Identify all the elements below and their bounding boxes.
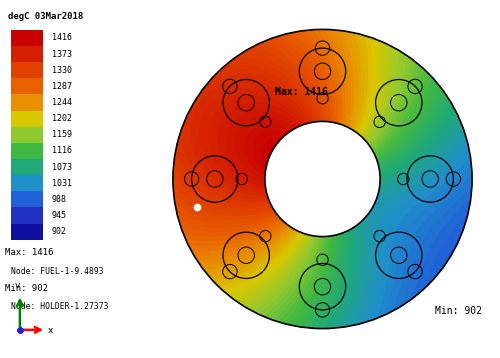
Text: 1031: 1031: [52, 179, 72, 188]
Text: Node: HOLDER-1.27373: Node: HOLDER-1.27373: [11, 302, 108, 311]
Text: x: x: [48, 326, 53, 335]
Text: 1373: 1373: [52, 50, 72, 59]
Bar: [11, 175, 43, 191]
Bar: [11, 46, 43, 62]
Text: 1416: 1416: [52, 33, 72, 43]
Text: 988: 988: [52, 195, 67, 204]
Bar: [11, 223, 43, 240]
Text: 1073: 1073: [52, 163, 72, 171]
Text: 1116: 1116: [52, 146, 72, 155]
Bar: [11, 111, 43, 127]
Text: degC 03Mar2018: degC 03Mar2018: [8, 12, 84, 21]
Bar: [11, 143, 43, 159]
Bar: [11, 62, 43, 78]
Bar: [11, 127, 43, 143]
Text: 1287: 1287: [52, 82, 72, 91]
Text: Min: 902: Min: 902: [6, 284, 48, 292]
Text: 1330: 1330: [52, 66, 72, 75]
Text: Node: FUEL-1-9.4893: Node: FUEL-1-9.4893: [11, 267, 104, 276]
Text: 1202: 1202: [52, 114, 72, 123]
Bar: [11, 159, 43, 175]
Bar: [11, 78, 43, 95]
Text: 1159: 1159: [52, 130, 72, 139]
Bar: [11, 207, 43, 223]
Text: Min: 902: Min: 902: [434, 306, 482, 316]
Circle shape: [265, 121, 380, 237]
Text: 945: 945: [52, 211, 67, 220]
Text: Max: 1416: Max: 1416: [6, 248, 54, 257]
Text: v: v: [14, 281, 20, 290]
Bar: [11, 191, 43, 207]
Bar: [11, 30, 43, 46]
Text: 902: 902: [52, 227, 67, 236]
Text: Max: 1416: Max: 1416: [274, 87, 328, 97]
Text: 1244: 1244: [52, 98, 72, 107]
Bar: [11, 95, 43, 111]
